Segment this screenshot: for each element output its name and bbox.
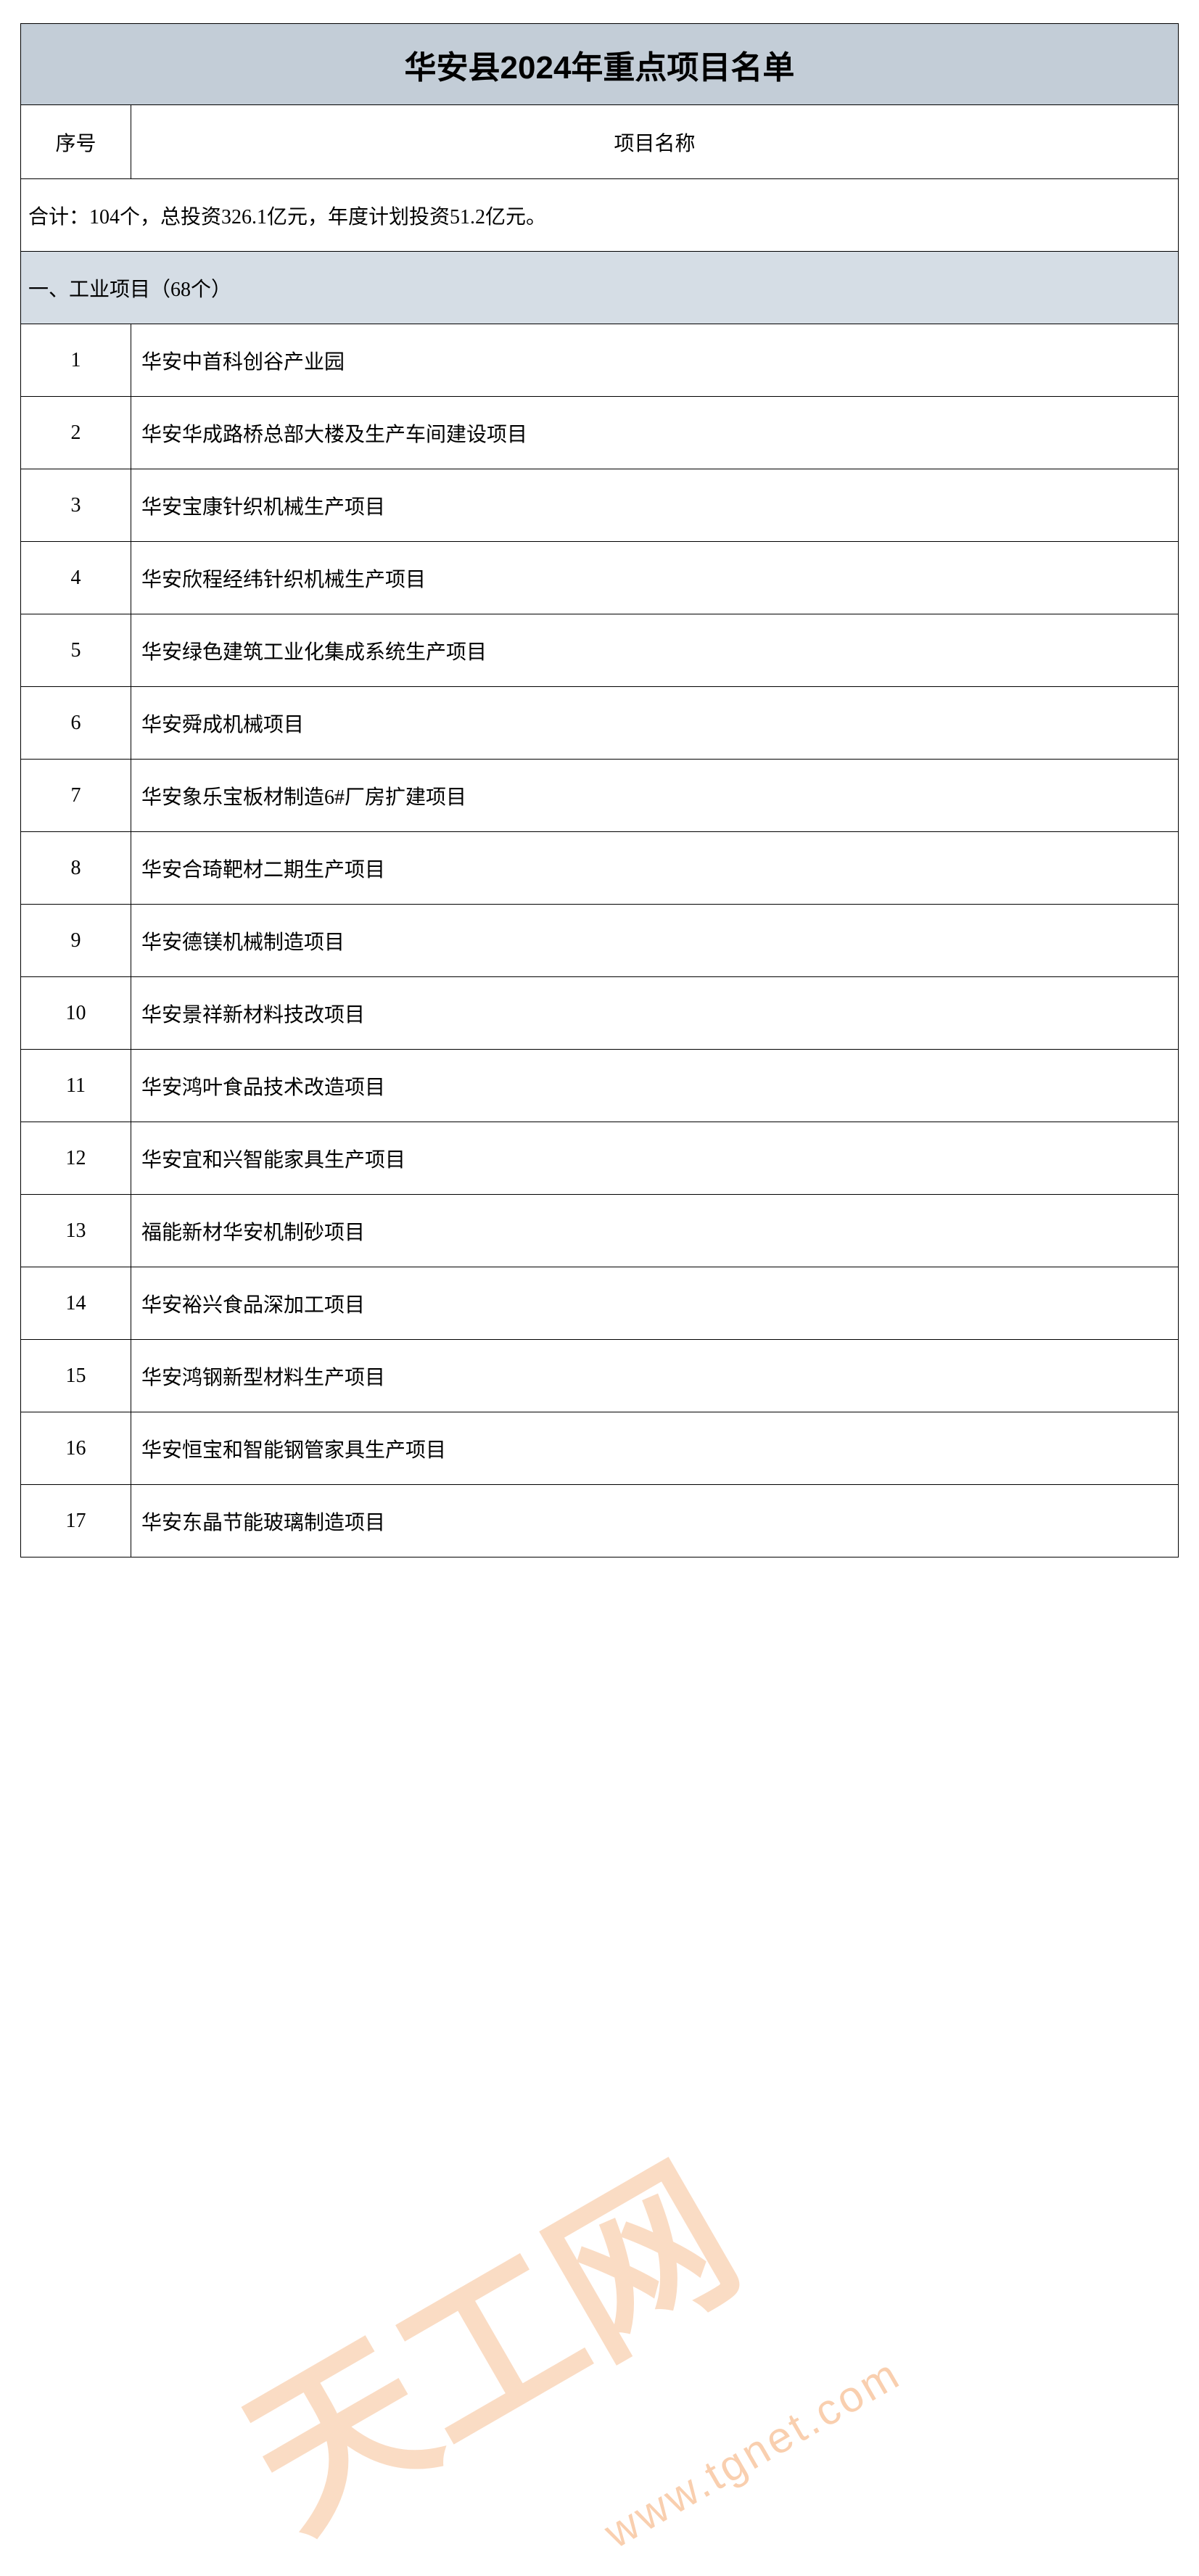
row-number: 8 xyxy=(21,832,131,905)
watermark-url: www.tgnet.com xyxy=(596,2348,909,2558)
table-row: 6 华安舜成机械项目 xyxy=(21,687,1179,760)
table-row: 12 华安宜和兴智能家具生产项目 xyxy=(21,1122,1179,1195)
project-name: 华安恒宝和智能钢管家具生产项目 xyxy=(131,1412,1179,1485)
row-number: 16 xyxy=(21,1412,131,1485)
table-row: 13 福能新材华安机制砂项目 xyxy=(21,1195,1179,1267)
project-name: 福能新材华安机制砂项目 xyxy=(131,1195,1179,1267)
table-row: 9 华安德镁机械制造项目 xyxy=(21,905,1179,977)
table-row: 15 华安鸿钢新型材料生产项目 xyxy=(21,1340,1179,1412)
row-number: 4 xyxy=(21,542,131,614)
table-row: 17 华安东晶节能玻璃制造项目 xyxy=(21,1485,1179,1557)
summary-text: 合计：104个，总投资326.1亿元，年度计划投资51.2亿元。 xyxy=(21,179,1179,252)
row-number: 1 xyxy=(21,324,131,397)
table-row: 4 华安欣程经纬针织机械生产项目 xyxy=(21,542,1179,614)
row-number: 10 xyxy=(21,977,131,1050)
table-row: 7 华安象乐宝板材制造6#厂房扩建项目 xyxy=(21,760,1179,832)
title-row: 华安县2024年重点项目名单 xyxy=(21,24,1179,105)
project-name: 华安绿色建筑工业化集成系统生产项目 xyxy=(131,614,1179,687)
section-row: 一、工业项目（68个） xyxy=(21,252,1179,324)
project-name: 华安合琦靶材二期生产项目 xyxy=(131,832,1179,905)
header-row: 序号 项目名称 xyxy=(21,105,1179,179)
project-name: 华安象乐宝板材制造6#厂房扩建项目 xyxy=(131,760,1179,832)
table-row: 2 华安华成路桥总部大楼及生产车间建设项目 xyxy=(21,397,1179,469)
table-row: 5 华安绿色建筑工业化集成系统生产项目 xyxy=(21,614,1179,687)
row-number: 9 xyxy=(21,905,131,977)
table-row: 1 华安中首科创谷产业园 xyxy=(21,324,1179,397)
row-number: 11 xyxy=(21,1050,131,1122)
project-name: 华安中首科创谷产业园 xyxy=(131,324,1179,397)
project-name: 华安鸿钢新型材料生产项目 xyxy=(131,1340,1179,1412)
row-number: 14 xyxy=(21,1267,131,1340)
project-name: 华安宜和兴智能家具生产项目 xyxy=(131,1122,1179,1195)
projects-table: 华安县2024年重点项目名单 序号 项目名称 合计：104个，总投资326.1亿… xyxy=(20,23,1179,1557)
section1-title: 一、工业项目（68个） xyxy=(21,252,1179,324)
project-name: 华安东晶节能玻璃制造项目 xyxy=(131,1485,1179,1557)
project-name: 华安舜成机械项目 xyxy=(131,687,1179,760)
table-row: 14 华安裕兴食品深加工项目 xyxy=(21,1267,1179,1340)
row-number: 6 xyxy=(21,687,131,760)
row-number: 7 xyxy=(21,760,131,832)
project-name: 华安德镁机械制造项目 xyxy=(131,905,1179,977)
project-name: 华安华成路桥总部大楼及生产车间建设项目 xyxy=(131,397,1179,469)
table-row: 3 华安宝康针织机械生产项目 xyxy=(21,469,1179,542)
table-row: 10 华安景祥新材料技改项目 xyxy=(21,977,1179,1050)
table-row: 11 华安鸿叶食品技术改造项目 xyxy=(21,1050,1179,1122)
table-title: 华安县2024年重点项目名单 xyxy=(21,24,1179,105)
project-name: 华安裕兴食品深加工项目 xyxy=(131,1267,1179,1340)
row-number: 17 xyxy=(21,1485,131,1557)
row-number: 3 xyxy=(21,469,131,542)
table-row: 8 华安合琦靶材二期生产项目 xyxy=(21,832,1179,905)
watermark-logo: 天工网 xyxy=(195,2096,773,2576)
row-number: 15 xyxy=(21,1340,131,1412)
summary-row: 合计：104个，总投资326.1亿元，年度计划投资51.2亿元。 xyxy=(21,179,1179,252)
header-number: 序号 xyxy=(21,105,131,179)
row-number: 2 xyxy=(21,397,131,469)
row-number: 13 xyxy=(21,1195,131,1267)
project-name: 华安宝康针织机械生产项目 xyxy=(131,469,1179,542)
project-name: 华安鸿叶食品技术改造项目 xyxy=(131,1050,1179,1122)
row-number: 5 xyxy=(21,614,131,687)
table-row: 16 华安恒宝和智能钢管家具生产项目 xyxy=(21,1412,1179,1485)
project-name: 华安景祥新材料技改项目 xyxy=(131,977,1179,1050)
project-name: 华安欣程经纬针织机械生产项目 xyxy=(131,542,1179,614)
row-number: 12 xyxy=(21,1122,131,1195)
header-project-name: 项目名称 xyxy=(131,105,1179,179)
